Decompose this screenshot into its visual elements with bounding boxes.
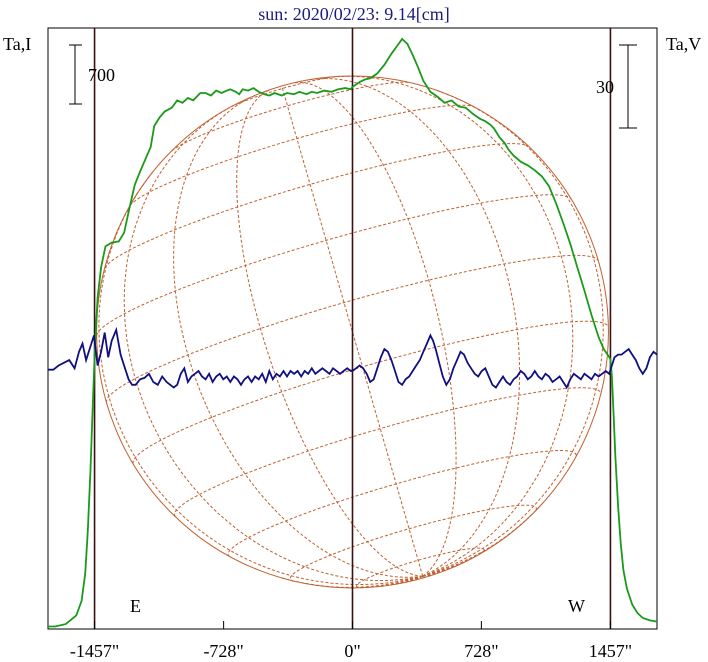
latitude-line [96, 194, 572, 336]
x-tick-label: 0" [344, 641, 360, 661]
longitude-line [422, 90, 604, 577]
left-axis-label: Ta,I [3, 34, 31, 54]
right-axis-label: Ta,V [666, 34, 701, 54]
longitude-line [123, 107, 423, 581]
longitude-line [422, 501, 545, 577]
longitude-line [422, 560, 467, 577]
latitude-line [171, 81, 410, 152]
east-limb-label: E [130, 596, 141, 616]
left-scale-label: 700 [88, 65, 115, 85]
longitude-line [281, 86, 424, 577]
longitude-line [280, 575, 423, 588]
chart-title: sun: 2020/02/23: 9.14[cm] [258, 4, 450, 24]
x-tick-label: -728" [203, 641, 243, 661]
latitude-line [132, 320, 609, 464]
stokes-i-line [48, 37, 658, 628]
x-axis: -1457" -728" 0" 728" 1457" [70, 621, 632, 661]
left-scale-bar: 700 [69, 44, 115, 105]
stokes-v-line [48, 326, 658, 390]
latitude-line [105, 254, 599, 403]
latitude-line [289, 504, 537, 582]
limb-lines [93, 28, 612, 629]
right-scale-bar: 30 [596, 44, 637, 129]
longitude-line [306, 77, 521, 577]
longitude-line [173, 93, 423, 578]
latitude-line [173, 387, 602, 517]
west-limb-label: W [568, 596, 585, 616]
longitude-line [295, 81, 457, 577]
longitude-line [98, 172, 423, 586]
series-layer [48, 37, 658, 628]
x-tick-label: 728" [464, 641, 498, 661]
longitude-line [422, 574, 433, 577]
right-scale-label: 30 [596, 77, 614, 97]
latitude-line [104, 143, 529, 269]
longitude-line [236, 89, 423, 577]
latitude-line [226, 75, 341, 110]
latitude-line [356, 547, 485, 589]
x-tick-label: -1457" [70, 641, 119, 661]
x-tick-label: 1457" [589, 641, 632, 661]
